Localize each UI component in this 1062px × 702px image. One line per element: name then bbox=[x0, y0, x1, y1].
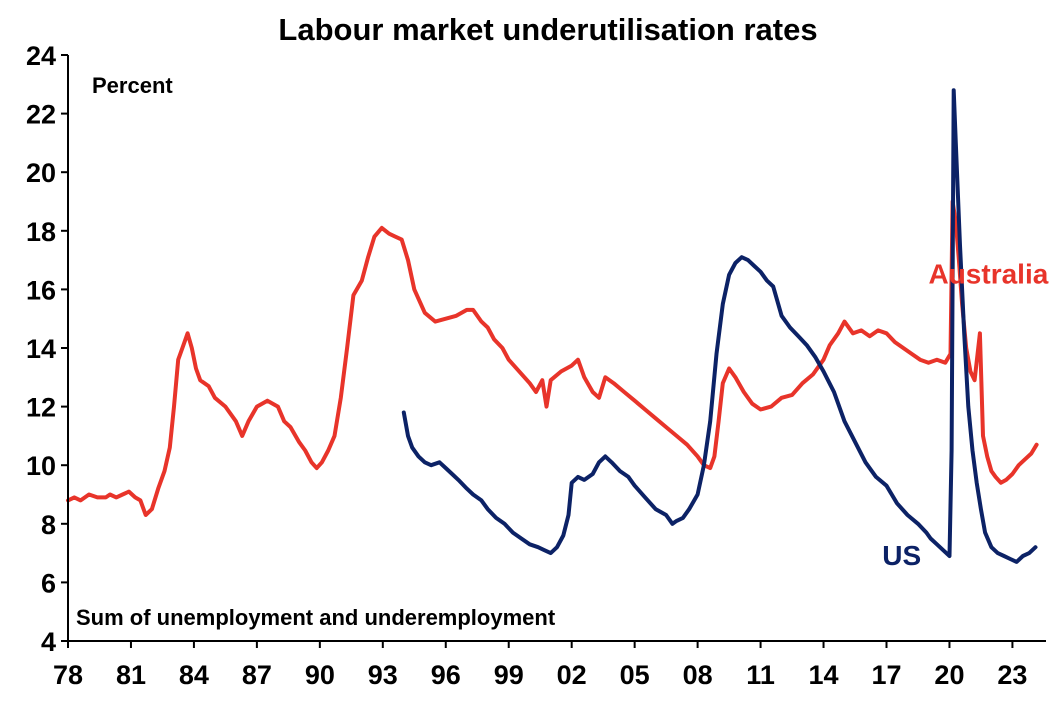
x-tick-label: 14 bbox=[809, 660, 839, 690]
y-tick-label: 10 bbox=[26, 451, 56, 481]
y-axis-ticks: 4 6 8 10 12 14 16 18 20 22 24 bbox=[26, 41, 68, 657]
y-tick-label: 4 bbox=[41, 627, 56, 657]
y-tick-label: 12 bbox=[26, 393, 56, 423]
series-label-us: US bbox=[882, 540, 921, 571]
x-tick-label: 84 bbox=[179, 660, 209, 690]
unit-label: Percent bbox=[92, 73, 173, 98]
series-line-australia bbox=[66, 199, 1039, 517]
chart-footnote: Sum of unemployment and underemployment bbox=[76, 605, 556, 630]
x-tick-label: 23 bbox=[997, 660, 1027, 690]
y-tick-label: 14 bbox=[26, 334, 56, 364]
x-tick-label: 99 bbox=[494, 660, 524, 690]
x-tick-label: 96 bbox=[431, 660, 461, 690]
x-axis-ticks: 78 81 84 87 90 93 96 99 02 05 08 11 14 17 20 23 bbox=[53, 641, 1027, 690]
series-label-australia: Australia bbox=[928, 259, 1048, 290]
x-tick-label: 20 bbox=[934, 660, 964, 690]
x-tick-label: 93 bbox=[368, 660, 398, 690]
x-tick-label: 08 bbox=[683, 660, 713, 690]
y-tick-label: 16 bbox=[26, 275, 56, 305]
x-tick-label: 81 bbox=[116, 660, 146, 690]
x-tick-label: 90 bbox=[305, 660, 335, 690]
chart-title: Labour market underutilisation rates bbox=[278, 12, 817, 47]
x-tick-label: 05 bbox=[620, 660, 650, 690]
y-tick-label: 18 bbox=[26, 217, 56, 247]
x-tick-label: 78 bbox=[53, 660, 83, 690]
y-tick-label: 20 bbox=[26, 158, 56, 188]
series-line-us bbox=[401, 88, 1038, 564]
x-tick-label: 11 bbox=[746, 660, 775, 690]
y-tick-label: 8 bbox=[41, 510, 56, 540]
series-lines bbox=[66, 88, 1039, 564]
axes: 4 6 8 10 12 14 16 18 20 22 24 78 81 84 87 90 93 96 99 02 05… bbox=[26, 41, 1046, 690]
y-tick-label: 22 bbox=[26, 100, 56, 130]
y-tick-label: 24 bbox=[26, 41, 56, 71]
y-tick-label: 6 bbox=[41, 568, 56, 598]
x-tick-label: 87 bbox=[242, 660, 272, 690]
x-tick-label: 17 bbox=[871, 660, 901, 690]
x-tick-label: 02 bbox=[557, 660, 587, 690]
